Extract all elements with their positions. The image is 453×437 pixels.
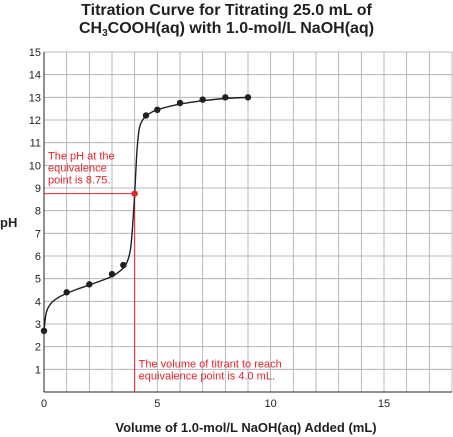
data-point xyxy=(199,96,206,103)
data-point xyxy=(63,289,70,296)
x-tick-labels: 0 5 10 15 xyxy=(41,398,390,410)
y-tick-label: 4 xyxy=(35,296,41,308)
y-tick-label: 11 xyxy=(30,138,41,150)
x-tick-label: 10 xyxy=(265,398,277,410)
y-tick-label: 14 xyxy=(29,70,41,82)
title-formula-subscript: 3 xyxy=(102,28,108,39)
data-point xyxy=(86,281,93,288)
y-tick-label: 7 xyxy=(35,228,41,240)
volume-annotation: The volume of titrant to reachequivalenc… xyxy=(139,358,282,382)
equivalence-point-marker xyxy=(131,190,138,197)
y-tick-label: 13 xyxy=(29,92,41,104)
x-tick-label: 15 xyxy=(378,398,390,410)
y-tick-label: 8 xyxy=(35,206,41,218)
y-axis-label: pH xyxy=(0,215,17,230)
chart-title-line-2: CH3COOH(aq) with 1.0-mol/L NaOH(aq) xyxy=(0,20,453,39)
titration-curve xyxy=(43,96,251,331)
data-point xyxy=(222,94,229,101)
equivalence-guides xyxy=(44,193,136,392)
data-point xyxy=(154,106,161,114)
title-formula-rest: COOH(aq) with 1.0-mol/L NaOH(aq) xyxy=(107,20,375,37)
ph-annotation-line: point is 8.75. xyxy=(48,175,110,187)
data-points xyxy=(40,94,252,334)
data-point xyxy=(244,94,252,101)
y-tick-label: 6 xyxy=(35,251,41,263)
data-point xyxy=(176,99,184,107)
title-formula-ch: CH xyxy=(78,20,103,37)
ph-annotation-line: The pH at the xyxy=(48,151,115,163)
y-tick-label: 3 xyxy=(35,319,41,331)
x-tick-label: 0 xyxy=(41,398,47,410)
y-tick-label: 9 xyxy=(35,183,41,195)
axes xyxy=(43,52,452,393)
data-point xyxy=(142,112,150,119)
x-tick-label: 5 xyxy=(154,398,160,410)
volume-annotation-line: equivalence point is 4.0 mL. xyxy=(139,370,275,382)
data-point xyxy=(108,270,116,278)
y-tick-label: 2 xyxy=(35,342,41,354)
ph-annotation-line: equivalence xyxy=(48,163,107,175)
data-point xyxy=(120,261,127,269)
y-tick-label: 5 xyxy=(35,274,41,286)
x-axis-label: Volume of 1.0-mol/L NaOH(aq) Added (mL) xyxy=(115,420,376,435)
chart-title-line-1: Titration Curve for Titrating 25.0 mL of xyxy=(81,2,372,19)
y-tick-label: 1 xyxy=(35,364,41,376)
grid-lines xyxy=(43,51,453,393)
y-tick-label: 10 xyxy=(29,160,41,172)
volume-annotation-line: The volume of titrant to reach xyxy=(139,358,282,370)
y-tick-label: 15 xyxy=(29,47,41,59)
data-point xyxy=(40,327,48,334)
y-tick-label: 12 xyxy=(29,115,41,127)
